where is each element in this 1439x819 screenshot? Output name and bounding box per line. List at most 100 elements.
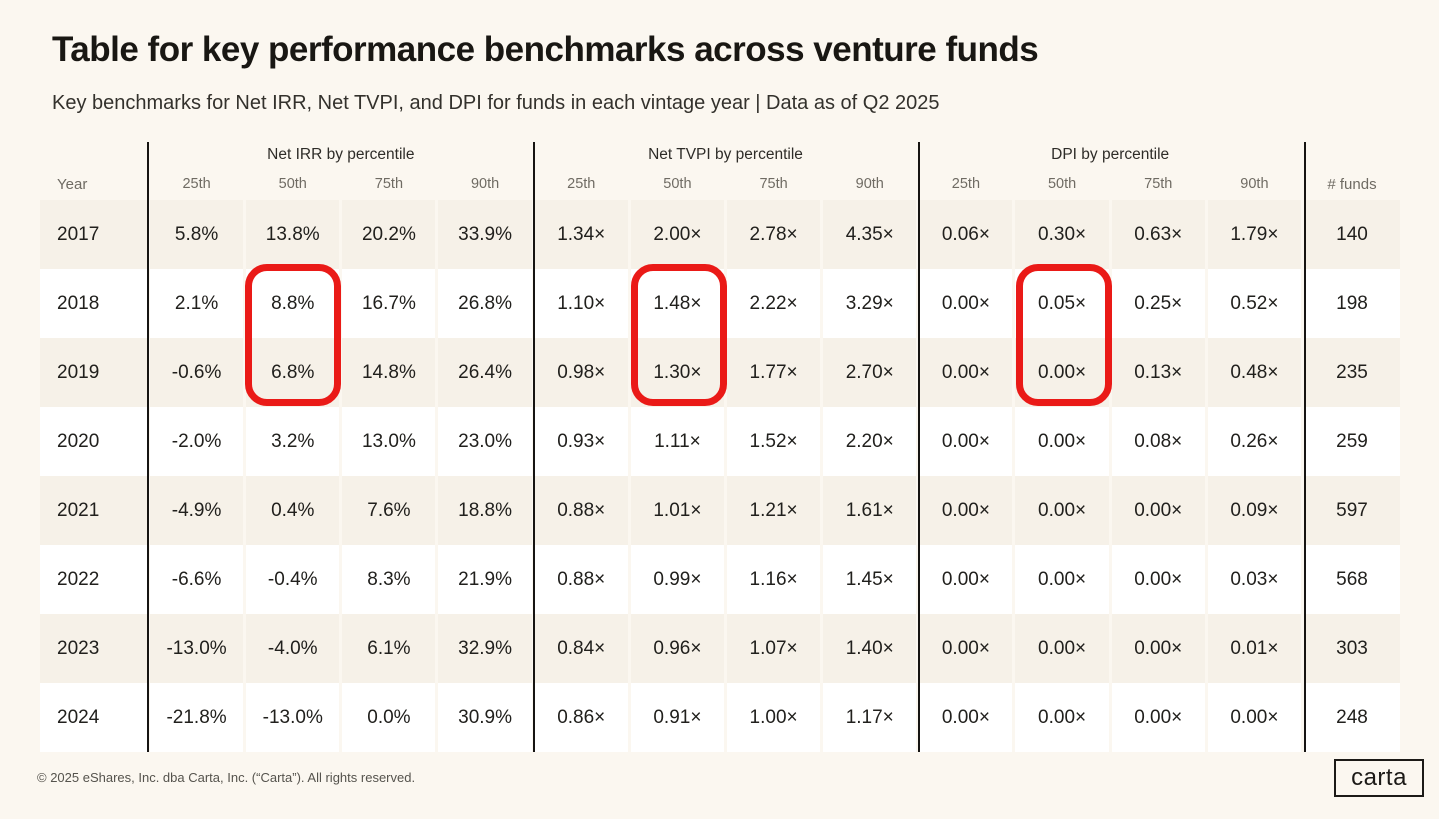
tvpi-50th-header: 50th: [663, 176, 692, 192]
highlight-box-net-tvpi-50th: [631, 264, 727, 406]
net-tvpi-90th-cell: 1.17×: [823, 683, 917, 752]
net-tvpi-25th-cell: 0.84×: [534, 614, 628, 683]
year-cell: 2021: [40, 476, 147, 545]
dpi-75th-cell: 0.00×: [1111, 545, 1205, 614]
dpi-25th-cell: 0.00×: [919, 476, 1013, 545]
net-irr-90th-cell: 18.8%: [438, 476, 532, 545]
dpi-75th-cell: 0.13×: [1111, 338, 1205, 407]
net-irr-75th-cell: 16.7%: [342, 269, 436, 338]
year-cell: 2022: [40, 545, 147, 614]
net-tvpi-25th-cell: 1.34×: [534, 200, 628, 269]
net-tvpi-25th-cell: 0.93×: [534, 407, 628, 476]
column-separator-line: [918, 142, 920, 752]
irr-25th-header: 25th: [182, 176, 211, 192]
dpi-90th-cell: 0.01×: [1207, 614, 1301, 683]
num-funds-cell: 235: [1303, 338, 1400, 407]
irr-50th-header: 50th: [278, 176, 307, 192]
tvpi-25th-header: 25th: [567, 176, 596, 192]
net-irr-90th-cell: 26.8%: [438, 269, 532, 338]
net-irr-25th-cell: -21.8%: [150, 683, 244, 752]
net-irr-75th-cell: 13.0%: [342, 407, 436, 476]
net-irr-25th-cell: -0.6%: [150, 338, 244, 407]
year-cell: 2023: [40, 614, 147, 683]
dpi-25th-cell: 0.00×: [919, 407, 1013, 476]
num-funds-cell: 597: [1303, 476, 1400, 545]
net-tvpi-75th-cell: 1.00×: [726, 683, 821, 752]
net-tvpi-90th-cell: 1.45×: [823, 545, 917, 614]
dpi-25th-header: 25th: [951, 176, 981, 192]
net-tvpi-25th-cell: 0.98×: [534, 338, 628, 407]
net-tvpi-90th-cell: 4.35×: [823, 200, 917, 269]
net-irr-75th-cell: 8.3%: [342, 545, 436, 614]
irr-90th-header: 90th: [470, 176, 500, 192]
net-tvpi-90th-cell: 2.20×: [823, 407, 917, 476]
net-irr-75th-cell: 20.2%: [342, 200, 436, 269]
dpi-25th-cell: 0.00×: [919, 614, 1013, 683]
page-title: Table for key performance benchmarks acr…: [52, 30, 1039, 69]
dpi-50th-cell: 0.00×: [1015, 476, 1109, 545]
net-irr-50th-cell: -13.0%: [246, 683, 340, 752]
copyright-text: © 2025 eShares, Inc. dba Carta, Inc. (“C…: [37, 770, 416, 785]
dpi-90th-cell: 0.26×: [1207, 407, 1301, 476]
net-irr-50th-cell: -4.0%: [246, 614, 340, 683]
column-separator-line: [1304, 142, 1306, 752]
net-irr-75th-cell: 0.0%: [342, 683, 436, 752]
irr-75th-header: 75th: [374, 176, 404, 192]
column-separator-line: [533, 142, 535, 752]
year-cell: 2020: [40, 407, 147, 476]
num-funds-cell: 259: [1303, 407, 1400, 476]
dpi-90th-cell: 0.00×: [1207, 683, 1301, 752]
net-irr-90th-cell: 23.0%: [438, 407, 532, 476]
group-header-net-tvpi: Net TVPI by percentile: [648, 146, 803, 163]
num-funds-cell: 303: [1303, 614, 1400, 683]
net-irr-25th-cell: -4.9%: [150, 476, 244, 545]
num-funds-cell: 198: [1303, 269, 1400, 338]
tvpi-75th-header: 75th: [759, 176, 788, 192]
num-funds-cell: 140: [1303, 200, 1400, 269]
net-tvpi-50th-cell: 1.11×: [630, 407, 724, 476]
net-tvpi-50th-cell: 0.91×: [630, 683, 724, 752]
net-irr-25th-cell: -6.6%: [150, 545, 244, 614]
net-irr-25th-cell: -2.0%: [150, 407, 244, 476]
net-tvpi-50th-cell: 0.96×: [630, 614, 724, 683]
year-cell: 2024: [40, 683, 147, 752]
net-irr-90th-cell: 21.9%: [438, 545, 532, 614]
dpi-50th-cell: 0.00×: [1015, 545, 1109, 614]
carta-logo: carta: [1334, 759, 1424, 797]
num-funds-cell: 568: [1303, 545, 1400, 614]
dpi-25th-cell: 0.00×: [919, 683, 1013, 752]
dpi-50th-header: 50th: [1047, 176, 1077, 192]
net-tvpi-50th-cell: 1.01×: [630, 476, 724, 545]
group-header-net-irr: Net IRR by percentile: [267, 146, 415, 163]
dpi-75th-header: 75th: [1144, 176, 1173, 192]
highlight-box-dpi-50th: [1016, 264, 1112, 406]
net-irr-50th-cell: 3.2%: [246, 407, 340, 476]
dpi-90th-cell: 0.52×: [1207, 269, 1301, 338]
benchmarks-grid: Net IRR by percentile Net TVPI by percen…: [40, 142, 1400, 752]
dpi-25th-cell: 0.00×: [919, 338, 1013, 407]
net-tvpi-75th-cell: 2.22×: [726, 269, 821, 338]
dpi-90th-cell: 1.79×: [1207, 200, 1301, 269]
net-tvpi-75th-cell: 1.07×: [726, 614, 821, 683]
net-irr-75th-cell: 6.1%: [342, 614, 436, 683]
benchmarks-table: Net IRR by percentile Net TVPI by percen…: [40, 142, 1400, 752]
page-subtitle: Key benchmarks for Net IRR, Net TVPI, an…: [52, 92, 940, 114]
net-irr-75th-cell: 14.8%: [342, 338, 436, 407]
dpi-75th-cell: 0.00×: [1111, 476, 1205, 545]
net-irr-90th-cell: 26.4%: [438, 338, 532, 407]
highlight-box-net-irr-50th: [245, 264, 341, 406]
net-irr-90th-cell: 32.9%: [438, 614, 532, 683]
column-separator-line: [147, 142, 149, 752]
year-column-header: Year: [57, 175, 88, 193]
dpi-75th-cell: 0.25×: [1111, 269, 1205, 338]
net-irr-50th-cell: 13.8%: [246, 200, 340, 269]
net-tvpi-25th-cell: 0.88×: [534, 476, 628, 545]
net-tvpi-25th-cell: 1.10×: [534, 269, 628, 338]
net-irr-25th-cell: 5.8%: [150, 200, 244, 269]
dpi-75th-cell: 0.00×: [1111, 683, 1205, 752]
net-tvpi-50th-cell: 0.99×: [630, 545, 724, 614]
net-irr-90th-cell: 30.9%: [438, 683, 532, 752]
funds-column-header: # funds: [1327, 175, 1377, 193]
net-tvpi-75th-cell: 1.52×: [726, 407, 821, 476]
dpi-50th-cell: 0.00×: [1015, 683, 1109, 752]
